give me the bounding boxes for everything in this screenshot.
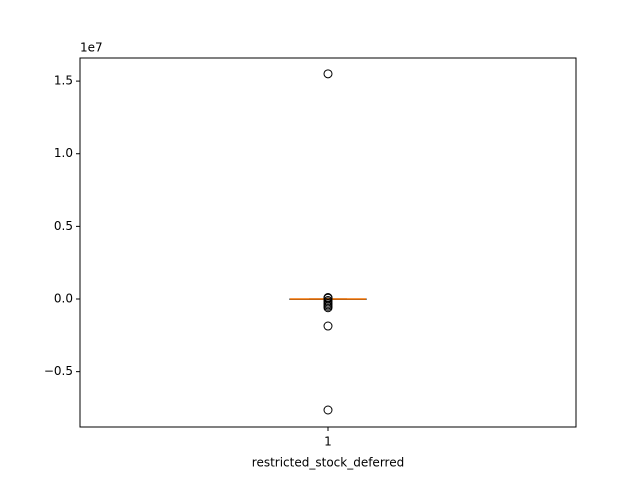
y-tick-label: 1.5 bbox=[54, 74, 73, 88]
plot-frame bbox=[79, 57, 577, 428]
y-tick-label: 1.0 bbox=[54, 146, 73, 160]
outlier bbox=[323, 405, 333, 415]
y-tick-label: −0.5 bbox=[44, 364, 73, 378]
y-tick-label: 0.5 bbox=[54, 219, 73, 233]
outlier bbox=[323, 303, 333, 313]
outlier bbox=[323, 321, 333, 331]
offset-label: 1e7 bbox=[80, 41, 103, 55]
y-tick-label: 0.0 bbox=[54, 292, 73, 306]
x-tick-label: 1 bbox=[324, 435, 332, 449]
outlier bbox=[323, 69, 333, 79]
x-axis-label: restricted_stock_deferred bbox=[252, 456, 404, 470]
